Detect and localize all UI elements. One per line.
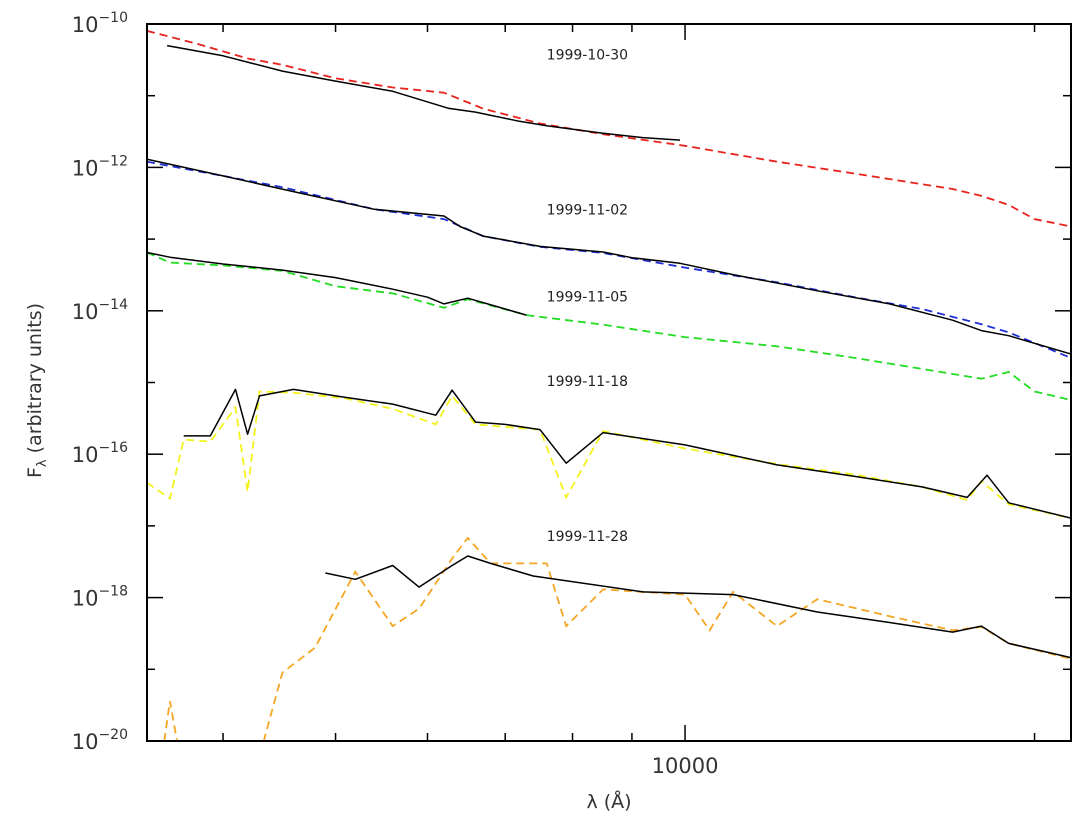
y-axis-title-main: F [24, 467, 46, 478]
y-tick-exponent: −10 [98, 10, 128, 26]
y-tick-label: 10−14 [72, 297, 128, 324]
y-tick-base: 10 [72, 300, 99, 324]
y-tick-base: 10 [72, 443, 99, 467]
observed-line-1999-11-02 [147, 158, 1071, 355]
series-1999-11-02 [147, 158, 1071, 359]
series-date-label: 1999-11-18 [547, 374, 628, 390]
y-axis-title-rest: (arbitrary units) [24, 303, 46, 459]
model-line-1999-11-28 [163, 536, 1071, 741]
y-axis-title: Fλ (arbitrary units) [24, 303, 50, 478]
y-tick-exponent: −18 [98, 584, 128, 600]
y-tick-base: 10 [72, 587, 99, 611]
model-line-1999-10-30 [147, 30, 1071, 228]
y-tick-base: 10 [72, 13, 99, 37]
model-line-1999-11-02 [147, 160, 1071, 359]
series-date-label: 1999-11-28 [547, 529, 628, 545]
y-tick-exponent: −16 [98, 440, 128, 456]
y-axis-title-sub: λ [35, 459, 50, 467]
y-tick-label: 10−10 [72, 10, 128, 37]
series-layer [147, 30, 1071, 741]
x-axis-title: λ (Å) [586, 790, 631, 813]
y-tick-label: 10−16 [72, 440, 128, 467]
y-tick-label: 10−20 [72, 727, 128, 754]
observed-line-1999-11-28 [325, 555, 1071, 659]
x-tick-labels: 10000 [652, 754, 719, 778]
observed-line-1999-10-30 [166, 44, 681, 141]
observed-line-1999-11-18 [183, 388, 1071, 519]
y-tick-exponent: −14 [98, 297, 128, 313]
y-tick-base: 10 [72, 730, 99, 754]
series-date-label: 1999-11-05 [547, 289, 628, 305]
series-date-label: 1999-10-30 [547, 47, 628, 63]
y-tick-label: 10−12 [72, 153, 128, 180]
series-1999-11-05 [147, 251, 1071, 401]
series-1999-11-18 [147, 388, 1071, 520]
y-tick-base: 10 [72, 156, 99, 180]
series-1999-10-30 [147, 30, 1071, 228]
series-date-label: 1999-11-02 [547, 203, 628, 219]
y-tick-label: 10−18 [72, 584, 128, 611]
observed-line-1999-11-05 [147, 251, 527, 316]
series-1999-11-28 [163, 536, 1071, 741]
plot-frame [146, 23, 1072, 742]
plot-area: 1999-10-30 1999-11-02 1999-11-05 1999-11-18… [147, 30, 1071, 741]
y-tick-exponent: −20 [98, 727, 128, 743]
model-line-1999-11-18 [147, 390, 1071, 520]
x-tick-label: 10000 [652, 754, 719, 778]
y-tick-exponent: −12 [98, 153, 128, 169]
